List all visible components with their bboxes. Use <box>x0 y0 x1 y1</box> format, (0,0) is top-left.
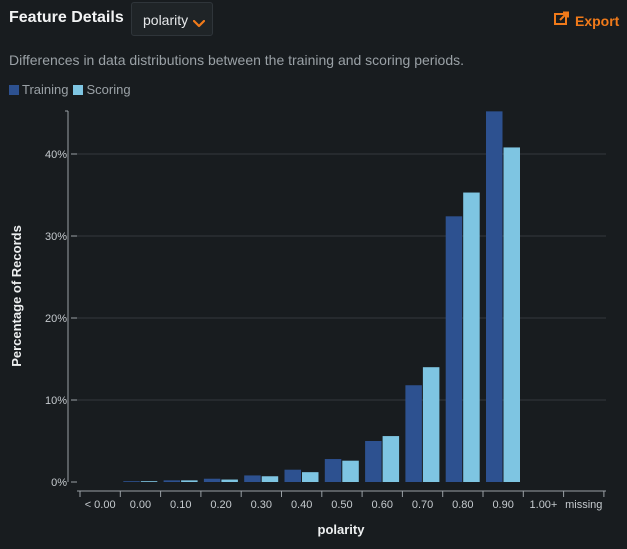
export-button[interactable]: Export <box>554 11 619 30</box>
x-tick-label: 0.90 <box>492 499 513 511</box>
bar-training <box>405 385 422 482</box>
bar-training <box>445 216 463 482</box>
x-tick-label: 0.50 <box>331 499 352 511</box>
bar-training <box>123 481 140 482</box>
bar-scoring <box>140 481 158 482</box>
bar-scoring <box>342 460 359 482</box>
bar-training <box>486 111 503 483</box>
bar-training <box>163 480 181 482</box>
bar-scoring <box>422 367 440 482</box>
x-tick-label: 0.10 <box>170 499 191 511</box>
bar-training <box>324 459 342 482</box>
x-tick-label: 0.40 <box>291 499 312 511</box>
y-tick-label: 10% <box>45 395 67 407</box>
legend-item-training: Training <box>9 82 68 97</box>
x-tick-label: 1.00+ <box>530 499 558 511</box>
legend-item-scoring: Scoring <box>73 82 131 97</box>
y-tick-label: 0% <box>51 477 67 489</box>
y-tick-label: 40% <box>45 149 67 161</box>
page-title: Feature Details <box>9 9 124 26</box>
bar-scoring <box>221 479 238 482</box>
chevron-down-icon <box>192 15 206 33</box>
y-tick-label: 30% <box>45 231 67 243</box>
export-icon <box>554 11 570 30</box>
bar-scoring <box>382 436 400 482</box>
bar-training <box>244 475 261 482</box>
x-tick-label: 0.70 <box>412 499 433 511</box>
bar-training <box>203 478 221 482</box>
legend-swatch-training <box>9 84 19 95</box>
bar-scoring <box>181 480 198 482</box>
bar-scoring <box>302 472 319 482</box>
legend-label-training: Training <box>22 82 69 97</box>
x-tick-label: 0.20 <box>210 499 231 511</box>
legend-label-scoring: Scoring <box>86 82 131 97</box>
feature-select-value: polarity <box>143 12 189 28</box>
bar-scoring <box>261 476 279 482</box>
bar-scoring <box>503 147 520 482</box>
header-bar: Feature Details polarity Export <box>0 0 627 40</box>
y-tick-label: 20% <box>45 313 67 325</box>
x-tick-label: missing <box>565 499 602 511</box>
x-tick-label: 0.00 <box>130 499 151 511</box>
distribution-chart: 0% 10% 20% 30% 40% < 0.00 0.00 0.10 0.20 0.30 0.40… <box>9 110 606 537</box>
bar-scoring <box>463 192 480 482</box>
legend-swatch-scoring <box>73 84 84 95</box>
bar-training <box>284 469 301 482</box>
x-axis-title: polarity <box>318 522 366 537</box>
bar-training <box>365 441 382 482</box>
feature-select-dropdown[interactable]: polarity <box>131 2 213 36</box>
x-tick-label: 0.60 <box>372 499 393 511</box>
x-tick-label: 0.80 <box>452 499 473 511</box>
y-axis-title: Percentage of Records <box>9 225 24 367</box>
chart-description: Differences in data distributions betwee… <box>9 52 465 68</box>
export-label: Export <box>575 12 620 29</box>
chart-legend: Training Scoring <box>9 82 136 97</box>
x-tick-label: 0.30 <box>251 499 272 511</box>
x-tick-label: < 0.00 <box>85 499 116 511</box>
